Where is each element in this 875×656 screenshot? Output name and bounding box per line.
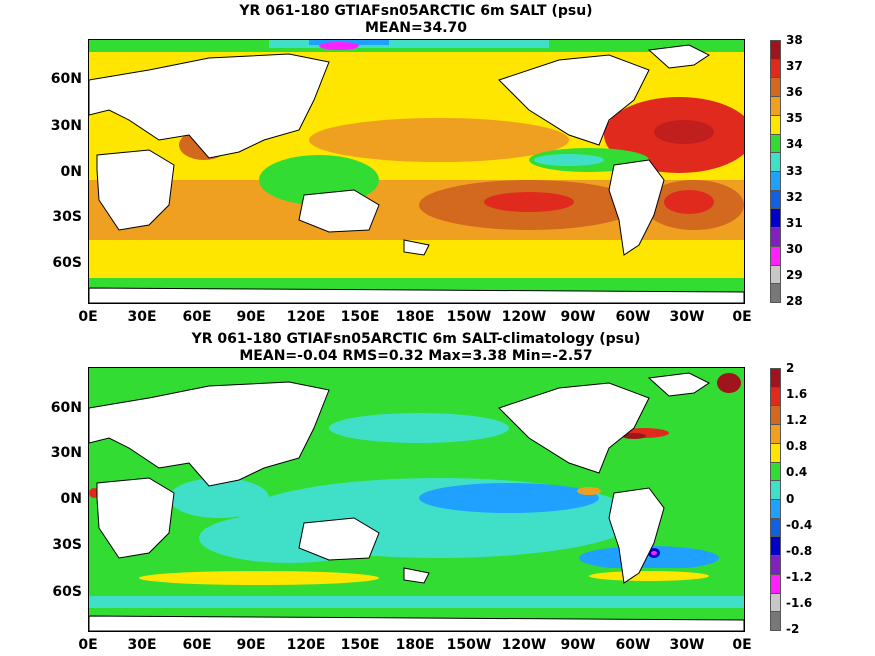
colorbar-swatch — [770, 480, 781, 500]
panel1-title: YR 061-180 GTIAFsn05ARCTIC 6m SALT (psu)… — [0, 3, 832, 37]
colorbar-swatch — [770, 96, 781, 116]
panel1-lon-label: 30W — [669, 309, 705, 325]
panel2-colorbar-tick: -1.2 — [786, 570, 813, 584]
panel1-lat-label: 30S — [52, 209, 82, 225]
colorbar-swatch — [770, 368, 781, 388]
colorbar-swatch — [770, 611, 781, 631]
panel2-lon-label: 90W — [560, 637, 596, 653]
panel2-title-line2: MEAN=-0.04 RMS=0.32 Max=3.38 Min=-2.57 — [239, 348, 593, 364]
colorbar-swatch — [770, 114, 781, 135]
panel2-lon-label: 90E — [236, 637, 266, 653]
colorbar-swatch — [770, 386, 781, 407]
colorbar-swatch — [770, 227, 781, 247]
colorbar-swatch — [770, 40, 781, 60]
colorbar-swatch — [770, 499, 781, 519]
colorbar-swatch — [770, 189, 781, 210]
panel1-lon-label: 90E — [236, 309, 266, 325]
panel1-lat-label: 60N — [50, 71, 82, 87]
panel2-lon-label: 180E — [395, 637, 435, 653]
panel1-lon-label: 90W — [560, 309, 596, 325]
colorbar-swatch — [770, 405, 781, 426]
colorbar-swatch — [770, 152, 781, 172]
panel2-anomaly-field — [89, 368, 744, 631]
panel1-lon-label: 0E — [732, 309, 752, 325]
panel2-lon-label: 0E — [78, 637, 98, 653]
panel1-colorbar — [770, 40, 781, 303]
panel2-lon-label: 0E — [732, 637, 752, 653]
panel2-map — [88, 367, 745, 632]
panel1-lat-label: 60S — [52, 255, 82, 271]
panel2-colorbar-tick: 2 — [786, 361, 795, 375]
panel1-lon-label: 0E — [78, 309, 98, 325]
panel1-lon-label: 60W — [615, 309, 651, 325]
panel2-lon-label: 30W — [669, 637, 705, 653]
panel2-colorbar-tick: -0.4 — [786, 518, 813, 532]
panel1-colorbar-tick: 33 — [786, 164, 803, 178]
panel2-lon-label: 150W — [446, 637, 492, 653]
panel1-salinity-field — [89, 40, 744, 303]
colorbar-swatch — [770, 536, 781, 557]
panel2-colorbar — [770, 368, 781, 631]
colorbar-swatch — [770, 171, 781, 191]
colorbar-swatch — [770, 592, 781, 613]
panel1-lon-label: 120E — [286, 309, 326, 325]
colorbar-swatch — [770, 442, 781, 463]
panel2-lat-label: 60S — [52, 584, 82, 600]
panel1-lat-label: 30N — [50, 118, 82, 134]
colorbar-swatch — [770, 555, 781, 575]
panel2-title-line1: YR 061-180 GTIAFsn05ARCTIC 6m SALT-clima… — [191, 331, 641, 347]
colorbar-swatch — [770, 283, 781, 303]
panel2-lon-label: 120W — [501, 637, 547, 653]
panel2-lat-label: 30S — [52, 537, 82, 553]
panel1-lon-label: 60E — [182, 309, 212, 325]
panel2-lon-label: 60E — [182, 637, 212, 653]
colorbar-swatch — [770, 424, 781, 444]
panel1-colorbar-tick: 37 — [786, 59, 803, 73]
panel1-colorbar-tick: 34 — [786, 137, 803, 151]
panel2-lat-label: 0N — [60, 491, 82, 507]
panel1-title-line1: YR 061-180 GTIAFsn05ARCTIC 6m SALT (psu) — [239, 3, 593, 19]
colorbar-swatch — [770, 517, 781, 538]
panel1-colorbar-tick: 35 — [786, 111, 803, 125]
colorbar-swatch — [770, 133, 781, 154]
colorbar-swatch — [770, 264, 781, 285]
panel2-colorbar-tick: 1.2 — [786, 413, 808, 427]
panel1-colorbar-tick: 30 — [786, 242, 803, 256]
panel1-colorbar-tick: 29 — [786, 268, 803, 282]
panel2-colorbar-tick: 0.8 — [786, 439, 808, 453]
panel2-colorbar-tick: 0.4 — [786, 465, 808, 479]
panel1-lon-label: 30E — [127, 309, 157, 325]
colorbar-swatch — [770, 245, 781, 266]
panel1-colorbar-tick: 32 — [786, 190, 803, 204]
panel2-lat-label: 30N — [50, 445, 82, 461]
colorbar-swatch — [770, 461, 781, 482]
panel1-colorbar-tick: 36 — [786, 85, 803, 99]
panel1-lon-label: 150E — [340, 309, 380, 325]
panel2-lon-label: 60W — [615, 637, 651, 653]
panel2-colorbar-tick: 1.6 — [786, 387, 808, 401]
panel1-map — [88, 39, 745, 304]
panel1-colorbar-tick: 38 — [786, 33, 803, 47]
panel1-lat-label: 0N — [60, 164, 82, 180]
panel2-lon-label: 30E — [127, 637, 157, 653]
panel1-colorbar-tick: 31 — [786, 216, 803, 230]
panel1-title-line2: MEAN=34.70 — [364, 20, 468, 36]
panel2-colorbar-tick: 0 — [786, 492, 795, 506]
panel2-colorbar-tick: -1.6 — [786, 596, 813, 610]
panel2-lon-label: 150E — [340, 637, 380, 653]
panel2-colorbar-tick: -0.8 — [786, 544, 813, 558]
panel2-lon-label: 120E — [286, 637, 326, 653]
colorbar-swatch — [770, 77, 781, 98]
panel1-lon-label: 180E — [395, 309, 435, 325]
colorbar-swatch — [770, 208, 781, 229]
colorbar-swatch — [770, 573, 781, 594]
panel2-colorbar-tick: -2 — [786, 622, 800, 636]
panel2-lat-label: 60N — [50, 400, 82, 416]
panel1-lon-label: 150W — [446, 309, 492, 325]
panel1-colorbar-tick: 28 — [786, 294, 803, 308]
panel1-lon-label: 120W — [501, 309, 547, 325]
colorbar-swatch — [770, 58, 781, 79]
panel2-title: YR 061-180 GTIAFsn05ARCTIC 6m SALT-clima… — [0, 331, 832, 365]
